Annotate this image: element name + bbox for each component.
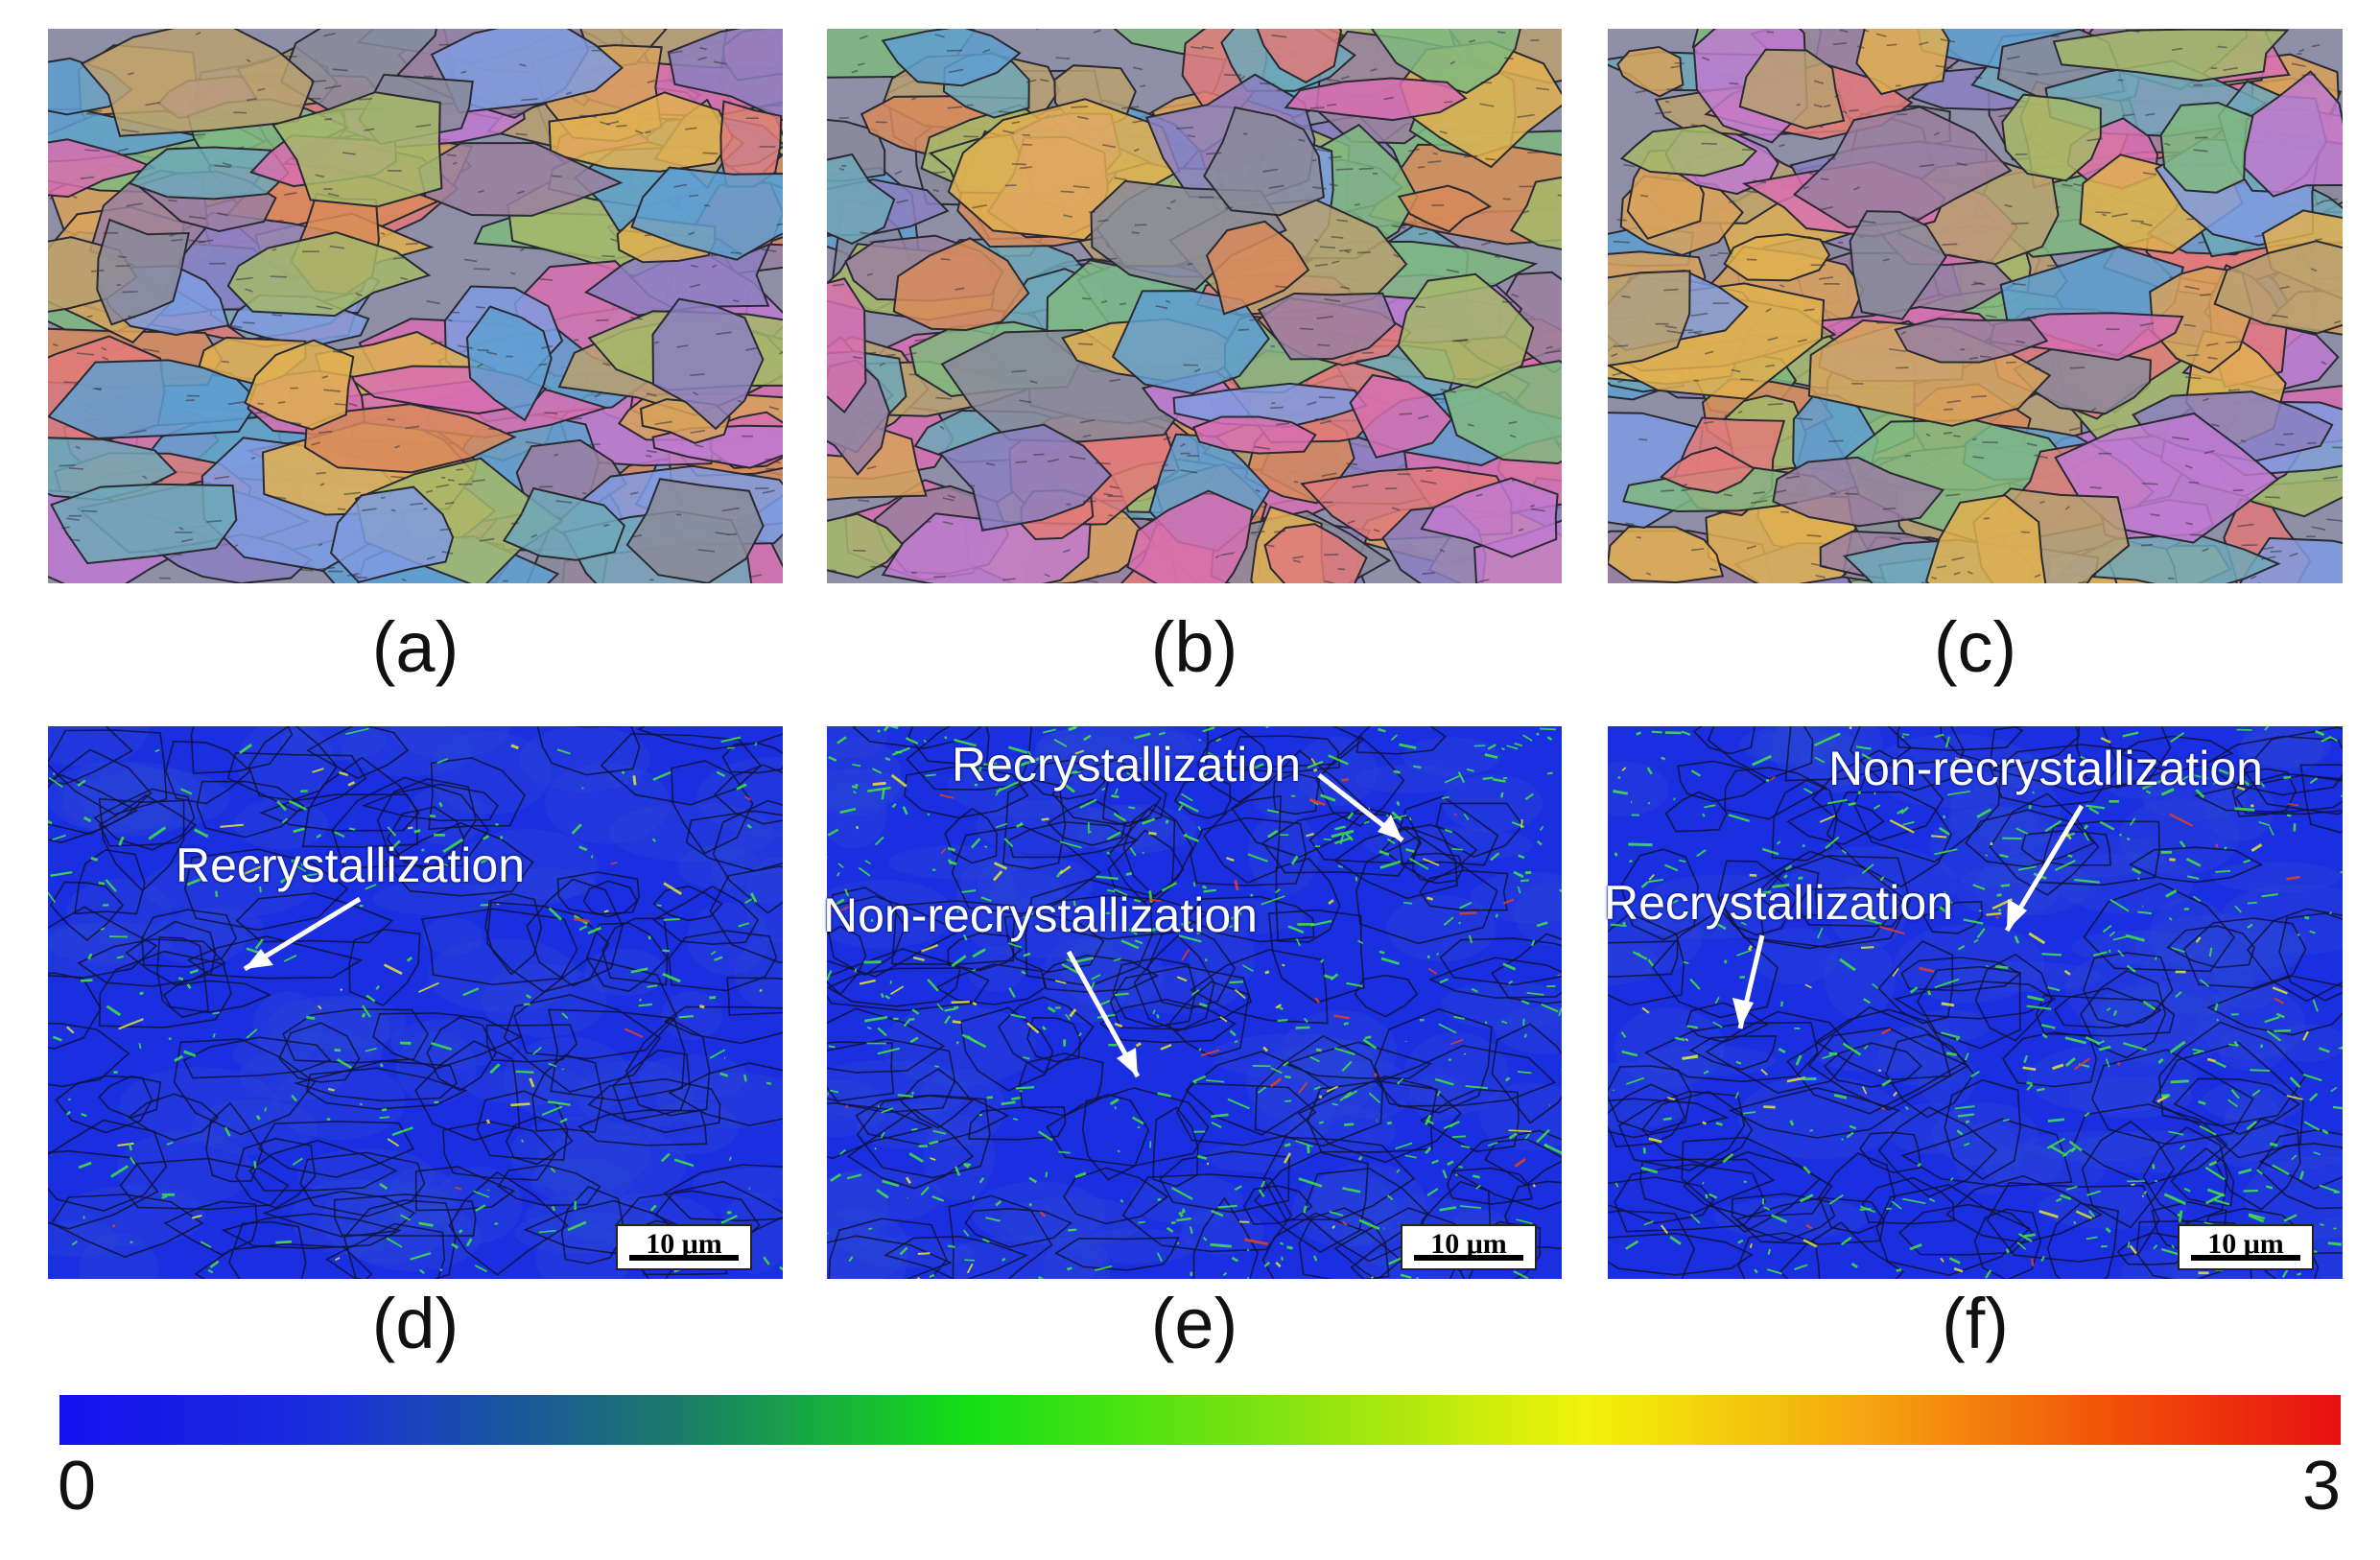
annotation-recrystallization-f: Recrystallization — [1604, 876, 1954, 930]
colorbar-max-label: 3 — [2302, 1448, 2342, 1525]
scale-bar-f: 10 μm — [2178, 1224, 2314, 1270]
scale-bar-line — [629, 1255, 739, 1261]
kam-map-d — [48, 726, 783, 1279]
colorbar-min-label: 0 — [58, 1448, 97, 1525]
panel-label-d: (d) — [371, 1284, 460, 1363]
arrow-icon — [245, 949, 273, 969]
panel-label-f: (f) — [1942, 1284, 2009, 1363]
scale-bar-e: 10 μm — [1401, 1224, 1537, 1270]
grain-map-c — [1608, 29, 2343, 583]
grain-map-a — [48, 29, 783, 583]
panel-label-a: (a) — [371, 607, 460, 687]
annotation-non-recrystallization-e: Non-recrystallization — [823, 888, 1258, 942]
scale-bar-label: 10 μm — [646, 1228, 722, 1260]
annotation-non-recrystallization-f: Non-recrystallization — [1828, 742, 2263, 795]
scale-bar-line — [1414, 1255, 1523, 1261]
scale-bar-label: 10 μm — [1430, 1228, 1507, 1260]
grain-map-b — [827, 29, 1562, 583]
kam-map-e — [827, 726, 1562, 1279]
arrow-icon — [1378, 815, 1402, 840]
arrow-icon — [2007, 899, 2027, 931]
annotation-recrystallization-e: Recrystallization — [952, 738, 1302, 792]
scale-bar-line — [2191, 1255, 2300, 1261]
panel-label-c: (c) — [1933, 607, 2017, 687]
arrow-icon — [1732, 998, 1754, 1028]
scale-bar-d: 10 μm — [616, 1224, 752, 1270]
kam-colorbar — [59, 1395, 2341, 1445]
annotation-recrystallization-d: Recrystallization — [176, 839, 526, 892]
arrow-icon — [1117, 1048, 1138, 1076]
panel-label-b: (b) — [1150, 607, 1238, 687]
panel-label-e: (e) — [1150, 1284, 1238, 1363]
kam-map-f — [1608, 726, 2343, 1279]
scale-bar-label: 10 μm — [2207, 1228, 2284, 1260]
